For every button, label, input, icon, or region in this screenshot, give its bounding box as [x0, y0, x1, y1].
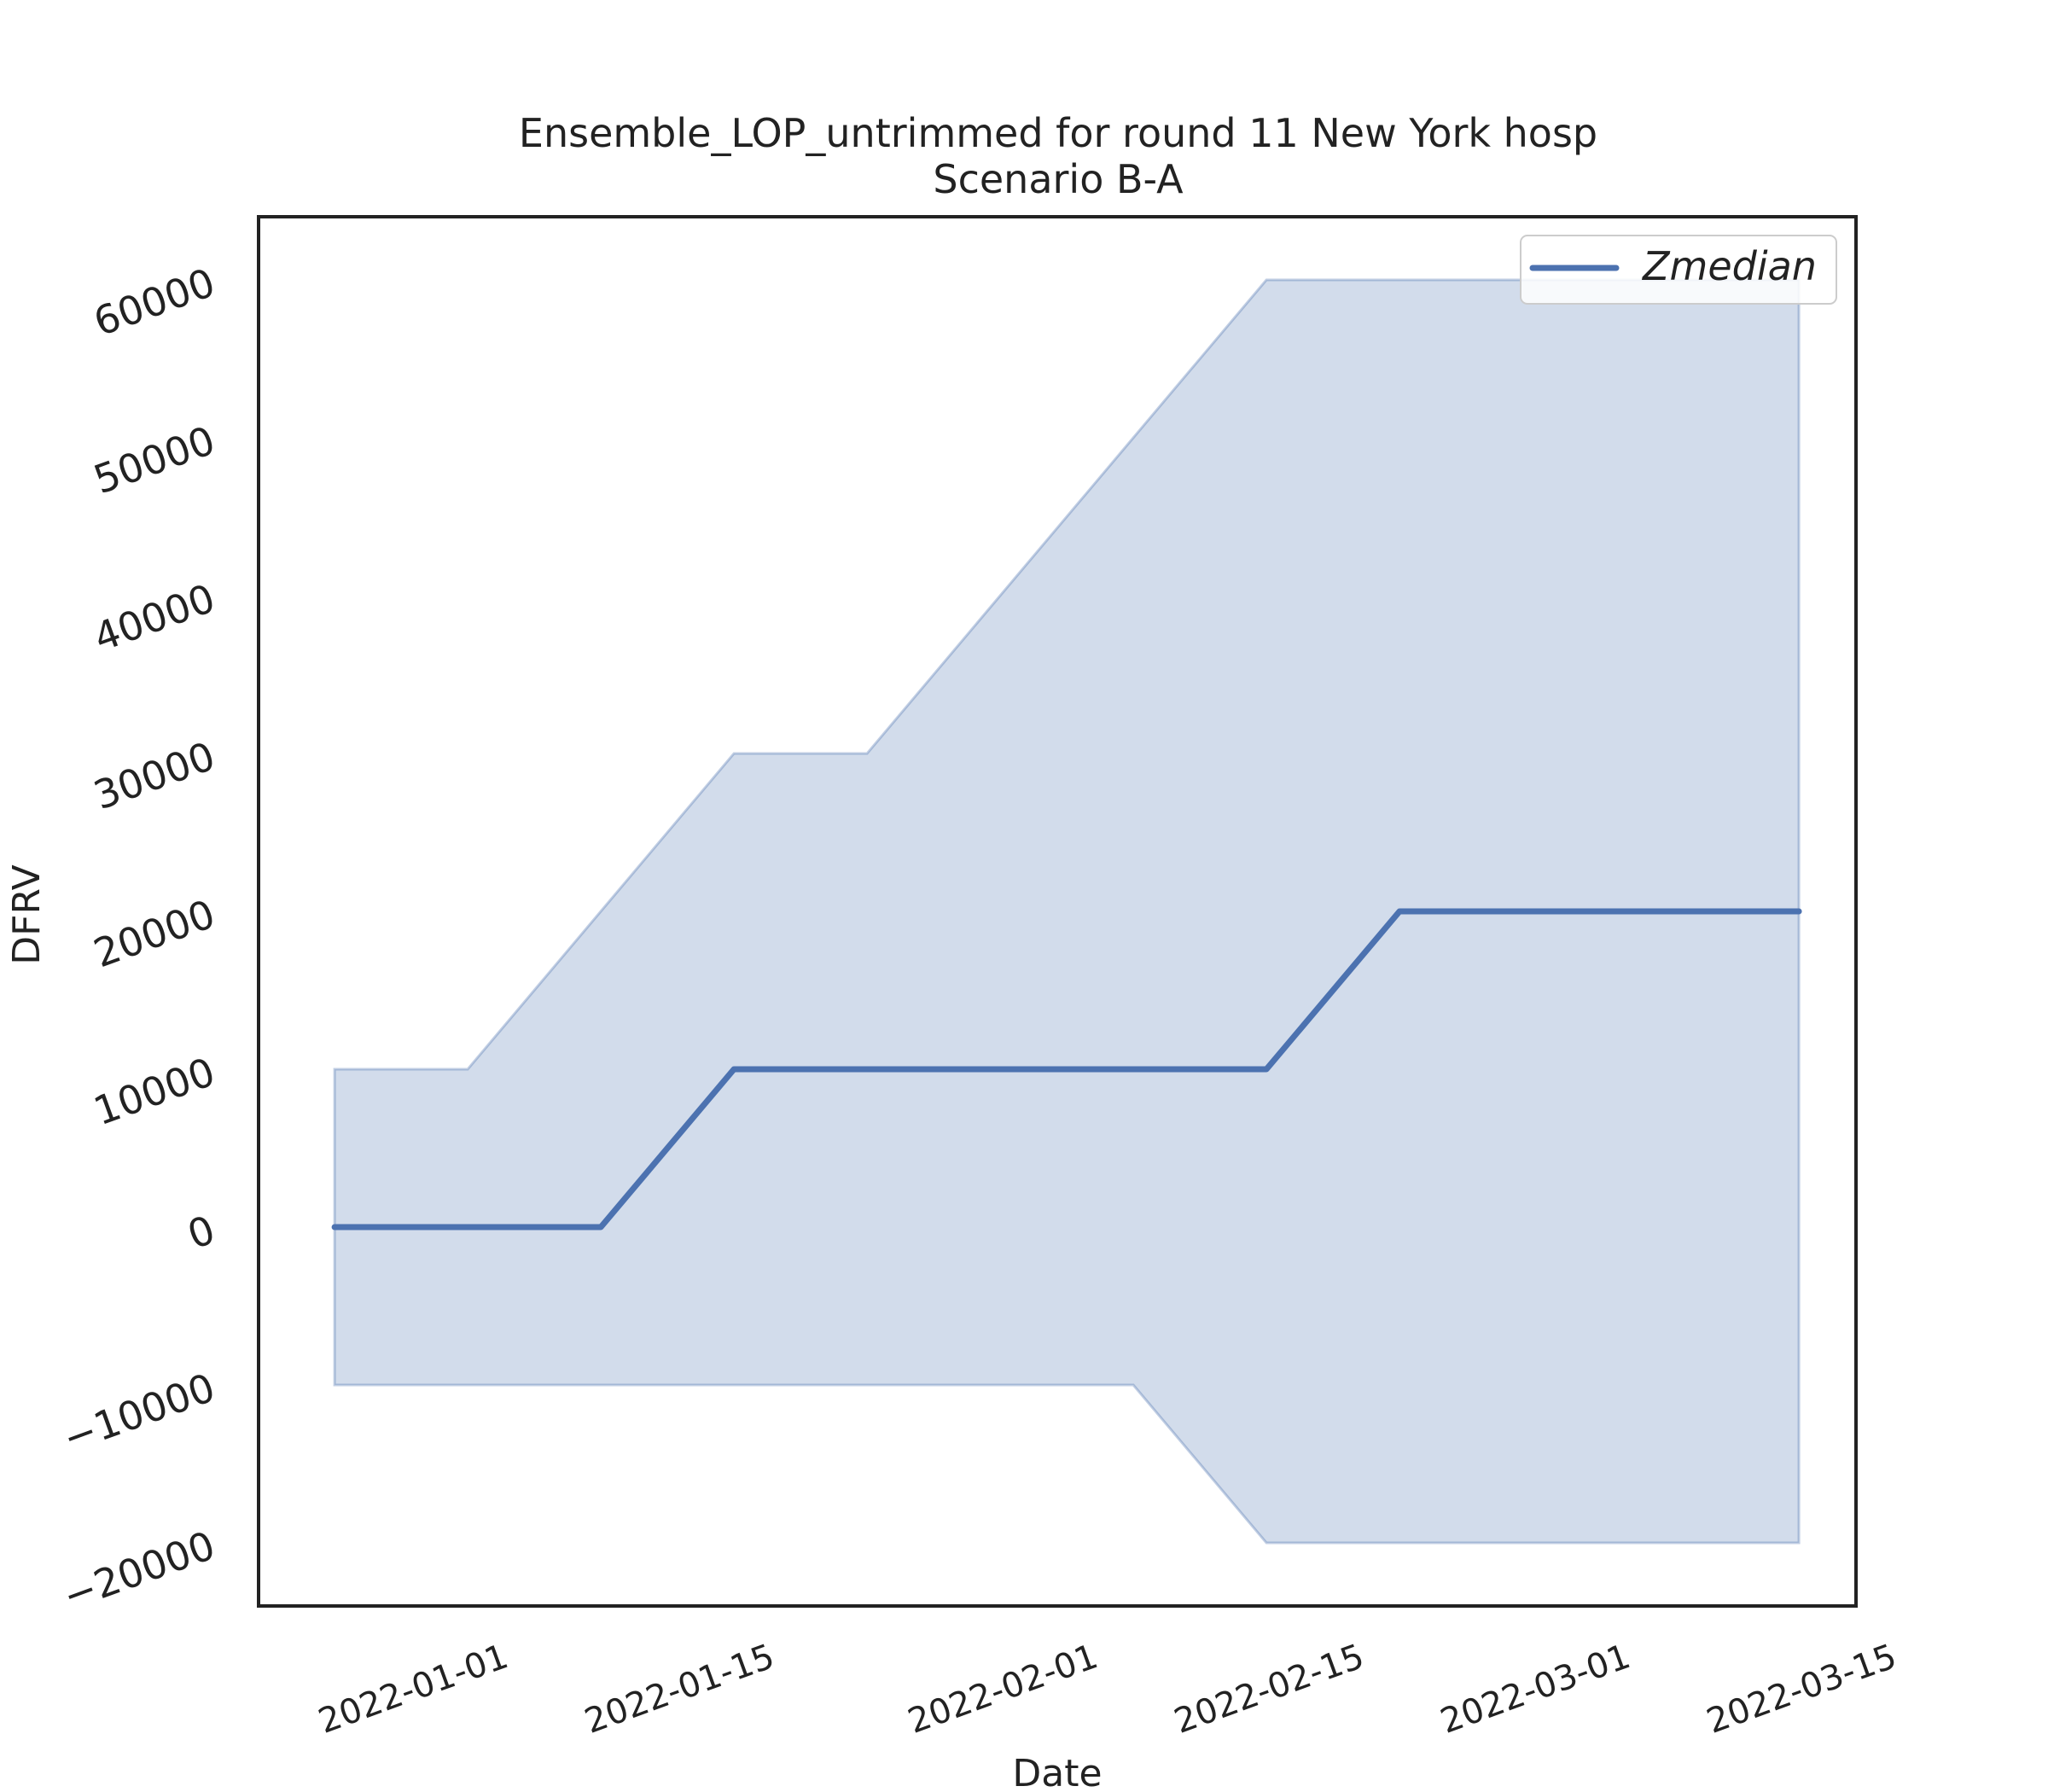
x-tick-label: 2022-01-15 [579, 1637, 779, 1742]
x-tick-label: 2022-01-01 [313, 1637, 513, 1742]
y-tick-label: 0 [182, 1207, 221, 1259]
x-tick-label: 2022-02-01 [903, 1637, 1103, 1742]
y-tick-label: −20000 [57, 1522, 221, 1620]
series-line-zmedian [331, 908, 1802, 1231]
plot-frame [257, 215, 1858, 1608]
y-tick-label: 20000 [88, 891, 221, 977]
y-tick-label: 50000 [88, 417, 221, 503]
y-tick-label: 60000 [88, 259, 221, 346]
series-line-layer [331, 908, 1802, 1231]
y-tick-label: 10000 [88, 1049, 221, 1135]
legend: Zmedian [1520, 235, 1837, 305]
y-tick-label: 30000 [88, 733, 221, 819]
x-tick-label: 2022-02-15 [1169, 1637, 1369, 1742]
legend-label-zmedian: Zmedian [1641, 243, 1817, 289]
y-tick-label: 40000 [88, 575, 221, 661]
x-tick-label: 2022-03-01 [1435, 1637, 1635, 1742]
confidence-band [333, 278, 1801, 1545]
x-axis-label: Date [1012, 1752, 1102, 1792]
confidence-band-layer [333, 278, 1801, 1545]
chart-subtitle: Scenario B-A [933, 156, 1184, 202]
x-tick-labels: 2022-01-01 2022-01-15 2022-02-01 2022-02-15… [313, 1637, 1901, 1742]
y-tick-label: −10000 [57, 1364, 221, 1462]
legend-box [1520, 235, 1837, 305]
x-tick-label: 2022-03-15 [1702, 1637, 1901, 1742]
chart-title: Ensemble_LOP_untrimmed for round 11 New … [519, 110, 1597, 156]
y-tick-labels: −20000 −10000 0 10000 20000 30000 40000 50000 60… [57, 259, 221, 1620]
y-axis-label: DFRV [5, 864, 49, 964]
